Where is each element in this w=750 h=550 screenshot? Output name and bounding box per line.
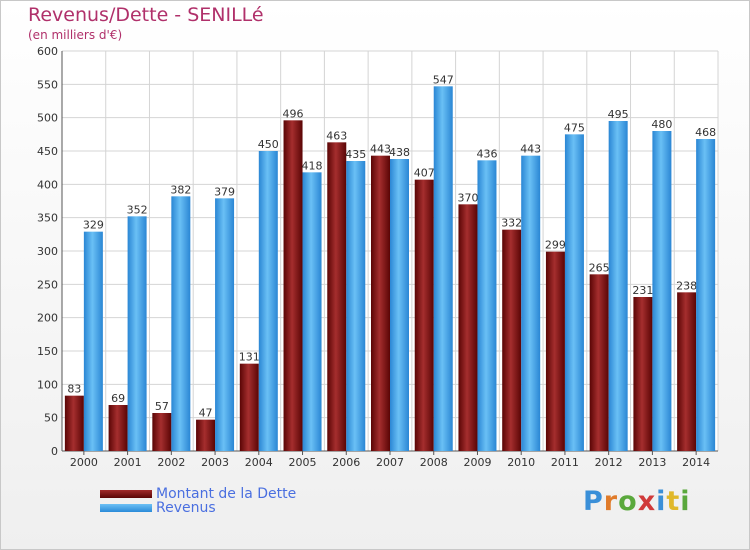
data-label-dette: 265 xyxy=(589,261,610,274)
y-tick-label: 500 xyxy=(37,112,58,125)
x-tick-label: 2008 xyxy=(420,456,448,469)
x-tick-label: 2002 xyxy=(157,456,185,469)
data-label-dette: 131 xyxy=(239,351,260,364)
x-tick-label: 2003 xyxy=(201,456,229,469)
x-tick-label: 2007 xyxy=(376,456,404,469)
legend-label-dette: Montant de la Dette xyxy=(156,486,297,502)
data-label-dette: 231 xyxy=(632,284,653,297)
data-label-revenus: 435 xyxy=(345,148,366,161)
bar-revenus xyxy=(83,231,103,451)
bar-revenus xyxy=(521,155,541,451)
y-tick-label: 300 xyxy=(37,245,58,258)
bar-dette xyxy=(414,179,434,451)
bar-revenus xyxy=(215,198,235,451)
data-label-dette: 332 xyxy=(501,217,522,230)
bar-dette xyxy=(327,142,347,452)
bar-dette xyxy=(677,292,697,451)
y-tick-label: 200 xyxy=(37,312,58,325)
data-label-revenus: 443 xyxy=(520,143,541,156)
chart-title: Revenus/Dette - SENILLé xyxy=(28,4,264,26)
data-label-revenus: 547 xyxy=(433,73,454,86)
y-tick-label: 250 xyxy=(37,278,58,291)
bar-dette xyxy=(589,274,609,451)
data-label-dette: 463 xyxy=(326,129,347,142)
bar-dette xyxy=(108,405,128,451)
data-label-revenus: 418 xyxy=(302,159,323,172)
bar-dette xyxy=(371,155,390,451)
bar-revenus xyxy=(696,139,716,451)
x-tick-label: 2013 xyxy=(638,456,666,469)
bar-dette xyxy=(283,120,303,451)
y-tick-label: 50 xyxy=(44,412,58,425)
bar-revenus xyxy=(258,151,278,451)
bar-revenus xyxy=(171,196,191,451)
x-tick-label: 2004 xyxy=(245,456,273,469)
bar-dette xyxy=(239,363,259,451)
data-label-revenus: 475 xyxy=(564,121,585,134)
y-tick-label: 450 xyxy=(37,145,58,158)
bar-dette xyxy=(196,419,216,451)
data-label-revenus: 480 xyxy=(651,118,672,131)
x-tick-label: 2009 xyxy=(463,456,491,469)
legend-label-revenus: Revenus xyxy=(156,500,216,516)
data-label-dette: 69 xyxy=(111,392,125,405)
bar-revenus xyxy=(127,216,147,451)
y-tick-label: 0 xyxy=(51,445,58,458)
legend-swatch-dette xyxy=(100,490,152,498)
bar-revenus xyxy=(564,134,584,452)
data-label-revenus: 352 xyxy=(127,203,148,216)
bar-dette xyxy=(152,413,172,451)
data-label-dette: 407 xyxy=(414,167,435,180)
bar-revenus xyxy=(433,86,453,451)
data-label-revenus: 382 xyxy=(170,183,191,196)
chart-subtitle: (en milliers d'€) xyxy=(28,28,123,42)
bar-revenus xyxy=(346,161,366,451)
proxiti-logo: Proxiti xyxy=(583,486,691,517)
bar-revenus xyxy=(477,160,497,452)
x-tick-label: 2010 xyxy=(507,456,535,469)
data-label-dette: 299 xyxy=(545,239,566,252)
data-label-revenus: 329 xyxy=(83,219,104,232)
data-label-revenus: 436 xyxy=(476,147,497,160)
x-tick-label: 2005 xyxy=(289,456,317,469)
legend-swatch-revenus xyxy=(100,504,152,512)
x-tick-label: 2011 xyxy=(551,456,579,469)
bar-dette xyxy=(458,204,478,451)
bar-revenus xyxy=(652,131,672,451)
bar-revenus xyxy=(608,121,628,451)
y-tick-label: 350 xyxy=(37,212,58,225)
x-tick-label: 2000 xyxy=(70,456,98,469)
y-tick-label: 400 xyxy=(37,178,58,191)
data-label-dette: 370 xyxy=(457,191,478,204)
data-label-revenus: 468 xyxy=(695,126,716,139)
y-tick-label: 100 xyxy=(37,378,58,391)
data-label-revenus: 438 xyxy=(389,146,410,159)
x-tick-label: 2012 xyxy=(595,456,623,469)
data-label-dette: 238 xyxy=(676,279,697,292)
bar-dette xyxy=(545,251,565,451)
data-label-dette: 47 xyxy=(199,407,213,420)
x-tick-label: 2006 xyxy=(332,456,360,469)
y-tick-label: 550 xyxy=(37,78,58,91)
x-tick-label: 2001 xyxy=(114,456,142,469)
data-label-revenus: 379 xyxy=(214,185,235,198)
bar-dette xyxy=(633,297,653,451)
data-label-dette: 83 xyxy=(67,383,81,396)
data-label-dette: 57 xyxy=(155,400,169,413)
y-tick-label: 150 xyxy=(37,345,58,358)
data-label-dette: 443 xyxy=(370,143,391,156)
legend-item-dette: Montant de la Dette xyxy=(100,486,296,502)
bar-revenus xyxy=(302,172,322,452)
x-tick-label: 2014 xyxy=(682,456,710,469)
data-label-revenus: 495 xyxy=(608,108,629,121)
bar-dette xyxy=(502,229,522,451)
y-tick-label: 600 xyxy=(37,45,58,58)
legend-item-revenus: Revenus xyxy=(100,500,216,516)
data-label-revenus: 450 xyxy=(258,138,279,151)
data-label-dette: 496 xyxy=(283,107,304,120)
bar-dette xyxy=(64,395,84,451)
bar-revenus xyxy=(390,159,409,451)
